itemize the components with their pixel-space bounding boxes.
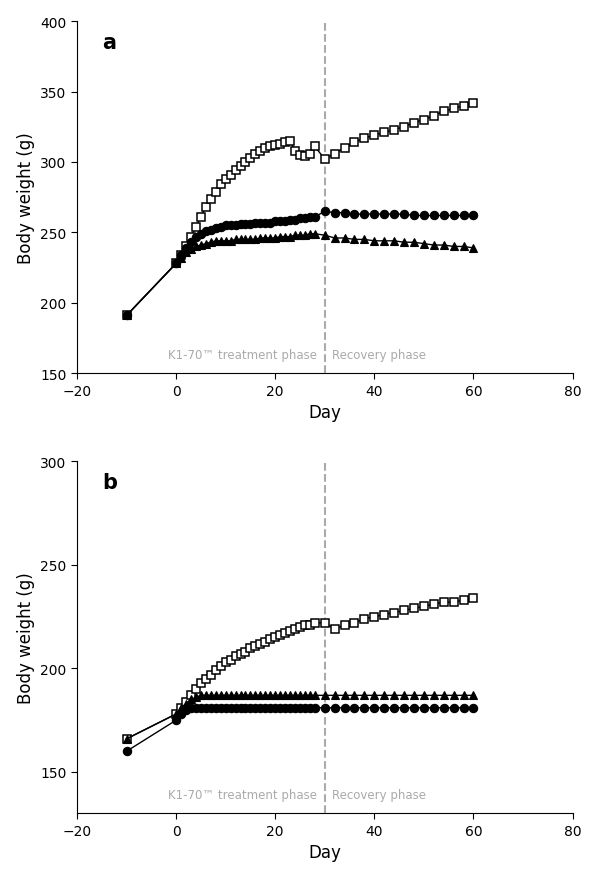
Text: K1-70™ treatment phase: K1-70™ treatment phase	[168, 349, 318, 362]
Text: K1-70™ treatment phase: K1-70™ treatment phase	[168, 788, 318, 801]
Text: Recovery phase: Recovery phase	[332, 349, 426, 362]
Text: b: b	[102, 472, 117, 493]
X-axis label: Day: Day	[309, 404, 341, 421]
X-axis label: Day: Day	[309, 844, 341, 861]
Y-axis label: Body weight (g): Body weight (g)	[17, 572, 35, 703]
Text: a: a	[102, 32, 116, 53]
Text: Recovery phase: Recovery phase	[332, 788, 426, 801]
Y-axis label: Body weight (g): Body weight (g)	[17, 133, 35, 263]
